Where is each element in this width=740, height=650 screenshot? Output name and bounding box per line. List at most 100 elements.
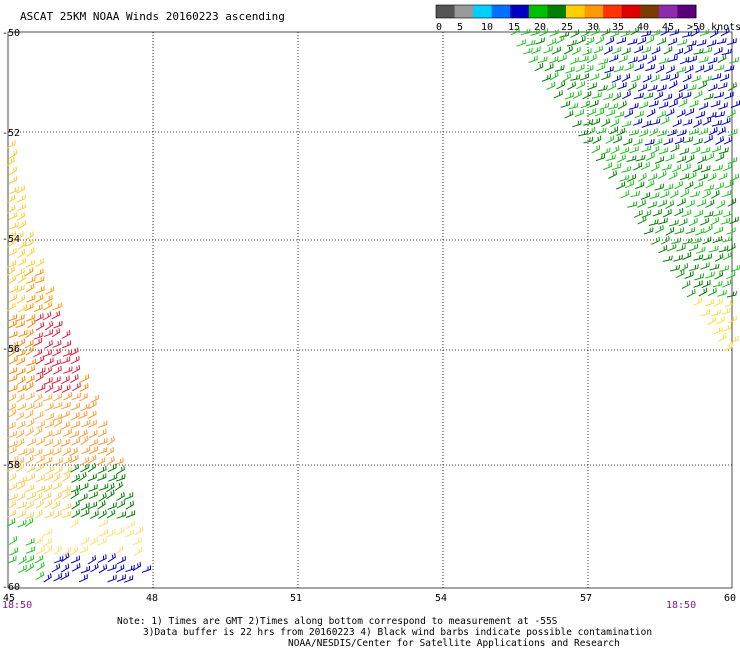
wind-barb (24, 517, 34, 527)
wind-barb (549, 71, 559, 81)
wind-barb (97, 500, 106, 510)
wind-barb (16, 510, 26, 519)
wind-barb (7, 231, 17, 240)
wind-barb (43, 366, 53, 376)
wind-barb (654, 224, 664, 234)
wind-barb (26, 313, 36, 322)
wind-barb (603, 46, 613, 55)
wind-barb (693, 90, 703, 99)
wind-barb (669, 190, 679, 199)
wind-barb (621, 47, 631, 56)
wind-barb (688, 128, 699, 135)
wind-barb (639, 129, 649, 137)
wind-barb (627, 38, 638, 45)
legend-tick-label: 0 (436, 22, 442, 33)
wind-barb (133, 547, 143, 556)
wind-barb (16, 194, 26, 203)
wind-barb (723, 342, 733, 352)
wind-barb (591, 92, 602, 99)
wind-barb (106, 509, 116, 519)
wind-barb (60, 571, 70, 581)
wind-barb (89, 510, 99, 519)
wind-barb (107, 563, 117, 572)
wind-barb (631, 74, 641, 83)
wind-barb (15, 429, 25, 439)
wind-barb (25, 381, 34, 392)
wind-barb (578, 55, 589, 63)
wind-barb (614, 111, 625, 118)
wind-barb (125, 564, 135, 573)
wind-barb (716, 37, 727, 45)
wind-barb (682, 118, 693, 126)
legend-tick-label: 10 (481, 22, 493, 33)
wind-barb (25, 392, 35, 401)
wind-barb (601, 118, 610, 128)
wind-barb (691, 74, 701, 83)
wind-barb (676, 66, 687, 74)
wind-barb (632, 118, 643, 126)
wind-barb (638, 101, 649, 109)
wind-barb (633, 209, 643, 218)
wind-barb (17, 274, 26, 284)
wind-barb (7, 374, 18, 383)
wind-barb (17, 240, 27, 250)
wind-barb (61, 375, 70, 385)
wind-barb (602, 162, 613, 171)
wind-barb (694, 273, 704, 281)
wind-barb (70, 519, 79, 529)
wind-barb (643, 92, 654, 100)
wind-barb (594, 108, 604, 117)
wind-barb (601, 28, 611, 37)
wind-barb (619, 146, 630, 155)
west-swath-barbs (6, 140, 152, 583)
wind-barb (6, 194, 16, 204)
wind-barb (43, 499, 53, 509)
wind-barb (714, 64, 725, 71)
wind-barb (654, 183, 664, 191)
wind-barb (582, 90, 592, 100)
wind-barb (78, 545, 88, 554)
wind-barb (726, 271, 736, 280)
wind-barb (570, 29, 580, 38)
wind-barb (717, 332, 727, 342)
wind-barb (125, 500, 135, 510)
wind-barb (53, 573, 63, 582)
wind-barb (583, 136, 594, 144)
wind-barb (124, 529, 134, 538)
wind-barb (61, 485, 71, 493)
wind-barb (589, 99, 599, 108)
wind-barb (647, 55, 657, 64)
wind-barb (8, 493, 18, 501)
wind-barb (722, 324, 732, 332)
wind-barb (657, 170, 667, 180)
wind-barb (116, 574, 126, 582)
legend-swatch (603, 5, 623, 18)
wind-barb (724, 65, 735, 72)
wind-barb (720, 73, 730, 82)
wind-barb (727, 315, 737, 324)
wind-barb (107, 463, 117, 473)
wind-barb (6, 204, 16, 214)
wind-barb (17, 402, 27, 411)
wind-barb (674, 227, 685, 235)
wind-barb (684, 64, 694, 74)
wind-barb (15, 463, 25, 473)
wind-barb (616, 37, 627, 44)
wind-barb (25, 402, 35, 411)
wind-barb (25, 546, 35, 554)
wind-barb (612, 135, 622, 144)
wind-barb (697, 155, 707, 164)
legend-swatch (677, 5, 697, 18)
wind-barb (554, 65, 565, 72)
wind-barb (69, 447, 78, 457)
wind-barb (699, 217, 709, 226)
wind-barb (53, 457, 63, 466)
wind-barb (658, 147, 669, 155)
wind-barb (665, 108, 675, 117)
wind-barb (585, 36, 595, 46)
wind-barb (689, 190, 700, 198)
wind-barb (62, 349, 72, 357)
wind-barb (116, 491, 125, 502)
legend-swatch (473, 5, 493, 18)
wind-barb (6, 518, 16, 527)
